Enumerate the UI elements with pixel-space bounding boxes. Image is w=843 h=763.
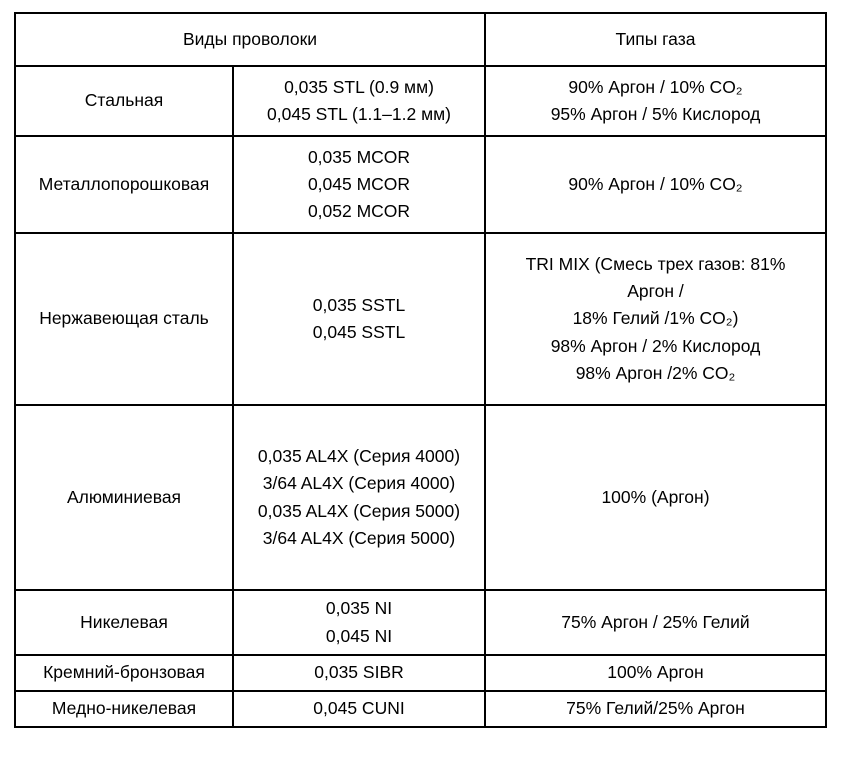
gas-type-cell: 90% Аргон / 10% CO₂ [484,135,827,234]
header-wire-types: Виды проволоки [14,12,486,67]
wire-gas-table: Виды проволоки Типы газа Стальная 0,035 … [14,12,827,728]
table-row: Металлопорошковая 0,035 MCOR 0,045 MCOR … [14,135,827,234]
table-row: Никелевая 0,035 NI 0,045 NI 75% Аргон / … [14,589,827,656]
table-header-row: Виды проволоки Типы газа [14,12,827,67]
wire-size-cell: 0,045 CUNI [232,690,486,728]
wire-type-cell: Металлопорошковая [14,135,234,234]
wire-gas-table-container: Виды проволоки Типы газа Стальная 0,035 … [14,12,827,728]
gas-type-cell: 90% Аргон / 10% CO₂ 95% Аргон / 5% Кисло… [484,65,827,137]
wire-type-cell: Алюминиевая [14,404,234,591]
header-gas-types: Типы газа [484,12,827,67]
wire-type-cell: Никелевая [14,589,234,656]
wire-size-cell: 0,035 STL (0.9 мм) 0,045 STL (1.1–1.2 мм… [232,65,486,137]
gas-type-cell: 100% (Аргон) [484,404,827,591]
wire-size-cell: 0,035 AL4X (Серия 4000) 3/64 AL4X (Серия… [232,404,486,591]
table-row: Стальная 0,035 STL (0.9 мм) 0,045 STL (1… [14,65,827,137]
gas-type-cell: 100% Аргон [484,654,827,692]
wire-type-cell: Медно-никелевая [14,690,234,728]
gas-type-cell: 75% Гелий/25% Аргон [484,690,827,728]
wire-type-cell: Стальная [14,65,234,137]
wire-size-cell: 0,035 SIBR [232,654,486,692]
table-row: Медно-никелевая 0,045 CUNI 75% Гелий/25%… [14,690,827,728]
wire-type-cell: Нержавеющая сталь [14,232,234,406]
table-row: Алюминиевая 0,035 AL4X (Серия 4000) 3/64… [14,404,827,591]
wire-size-cell: 0,035 SSTL 0,045 SSTL [232,232,486,406]
gas-type-cell: 75% Аргон / 25% Гелий [484,589,827,656]
wire-type-cell: Кремний-бронзовая [14,654,234,692]
table-row: Нержавеющая сталь 0,035 SSTL 0,045 SSTL … [14,232,827,406]
wire-size-cell: 0,035 MCOR 0,045 MCOR 0,052 MCOR [232,135,486,234]
table-row: Кремний-бронзовая 0,035 SIBR 100% Аргон [14,654,827,692]
wire-size-cell: 0,035 NI 0,045 NI [232,589,486,656]
gas-type-cell: TRI MIX (Смесь трех газов: 81% Аргон / 1… [484,232,827,406]
